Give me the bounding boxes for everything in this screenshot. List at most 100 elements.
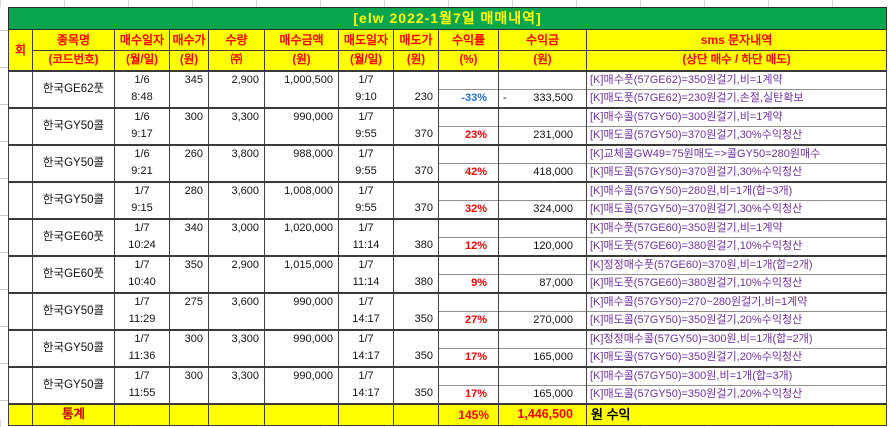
- header-buy-date[interactable]: 매수일자: [114, 29, 170, 51]
- total-return[interactable]: 145%: [438, 403, 499, 426]
- buy-time-cell[interactable]: 9:15: [114, 200, 170, 219]
- buy-date-cell[interactable]: 1/7: [114, 366, 170, 386]
- sell-date-cell[interactable]: 1/7: [338, 144, 394, 164]
- round-cell[interactable]: [8, 70, 33, 108]
- header-buy-amount-unit[interactable]: (원): [264, 50, 339, 72]
- buy-price-cell[interactable]: 345: [169, 70, 209, 90]
- sell-price-cell[interactable]: 370: [393, 200, 439, 219]
- stock-name-cell[interactable]: 한국GY50콜: [32, 107, 115, 145]
- sell-date-cell[interactable]: 1/7: [338, 292, 394, 312]
- profit-cell[interactable]: 120,000: [498, 237, 587, 256]
- buy-amount-empty-cell[interactable]: [264, 200, 339, 219]
- sell-time-cell[interactable]: 14:17: [338, 385, 394, 404]
- buy-amount-empty-cell[interactable]: [264, 89, 339, 108]
- round-cell[interactable]: [8, 366, 33, 404]
- total-empty-cell[interactable]: [208, 403, 265, 426]
- buy-price-cell[interactable]: 280: [169, 181, 209, 201]
- sms-buy-cell[interactable]: [K]매수콜(57GY50)=300원,비=1개(합=3개): [585, 366, 888, 386]
- stock-name-cell[interactable]: 한국GY50콜: [32, 144, 115, 182]
- sell-price-empty-cell[interactable]: [393, 144, 439, 164]
- return-cell[interactable]: 27%: [438, 311, 499, 330]
- buy-amount-cell[interactable]: 1,020,000: [264, 218, 339, 238]
- sms-sell-cell[interactable]: [K]매도콜(57GY50)=370원걸기,30%수익청산: [585, 163, 888, 182]
- sell-price-empty-cell[interactable]: [393, 292, 439, 312]
- sms-buy-cell[interactable]: [K]정정매수콜(57GY50)=300원,비=1개(합=2개): [585, 329, 888, 349]
- round-cell[interactable]: [8, 181, 33, 219]
- profit-empty-cell[interactable]: [498, 329, 587, 349]
- profit-empty-cell[interactable]: [498, 107, 587, 127]
- buy-date-cell[interactable]: 1/6: [114, 107, 170, 127]
- return-cell[interactable]: 12%: [438, 237, 499, 256]
- sms-buy-cell[interactable]: [K]매수콜(57GY50)=270~280원걸기,비=1계약: [585, 292, 888, 312]
- header-return-unit[interactable]: (%): [438, 50, 499, 72]
- sms-buy-cell[interactable]: [K]매수풋(57GE60)=350원걸기,비=1계약: [585, 218, 888, 238]
- qty-cell[interactable]: 3,600: [208, 181, 265, 201]
- return-cell[interactable]: 42%: [438, 163, 499, 182]
- qty-cell[interactable]: 3,300: [208, 107, 265, 127]
- buy-time-cell[interactable]: 8:48: [114, 89, 170, 108]
- buy-amount-empty-cell[interactable]: [264, 348, 339, 367]
- sell-price-cell[interactable]: 350: [393, 348, 439, 367]
- profit-cell[interactable]: 270,000: [498, 311, 587, 330]
- qty-cell[interactable]: 2,900: [208, 70, 265, 90]
- sell-time-cell[interactable]: 9:55: [338, 200, 394, 219]
- sms-sell-cell[interactable]: [K]매도풋(57GE60)=380원걸기,10%수익청산: [585, 237, 888, 256]
- sell-date-cell[interactable]: 1/7: [338, 366, 394, 386]
- buy-amount-empty-cell[interactable]: [264, 311, 339, 330]
- header-buy-amount[interactable]: 매수금액: [264, 29, 339, 51]
- buy-time-cell[interactable]: 10:24: [114, 237, 170, 256]
- buy-price-empty-cell[interactable]: [169, 89, 209, 108]
- sell-price-empty-cell[interactable]: [393, 181, 439, 201]
- header-stock-name[interactable]: 종목명: [32, 29, 115, 51]
- sell-time-cell[interactable]: 11:14: [338, 237, 394, 256]
- profit-empty-cell[interactable]: [498, 255, 587, 275]
- qty-empty-cell[interactable]: [208, 163, 265, 182]
- buy-price-empty-cell[interactable]: [169, 311, 209, 330]
- sell-price-cell[interactable]: 230: [393, 89, 439, 108]
- return-empty-cell[interactable]: [438, 144, 499, 164]
- buy-price-empty-cell[interactable]: [169, 126, 209, 145]
- buy-amount-empty-cell[interactable]: [264, 126, 339, 145]
- header-qty-unit[interactable]: ㈜: [208, 50, 265, 72]
- buy-price-cell[interactable]: 260: [169, 144, 209, 164]
- header-sell-date-unit[interactable]: (월/일): [338, 50, 394, 72]
- buy-amount-cell[interactable]: 1,008,000: [264, 181, 339, 201]
- buy-amount-cell[interactable]: 1,015,000: [264, 255, 339, 275]
- profit-empty-cell[interactable]: [498, 70, 587, 90]
- profit-cell[interactable]: - 333,500: [498, 89, 587, 108]
- sell-price-empty-cell[interactable]: [393, 218, 439, 238]
- round-cell[interactable]: [8, 292, 33, 330]
- header-sell-price[interactable]: 매도가: [393, 29, 439, 51]
- return-empty-cell[interactable]: [438, 292, 499, 312]
- total-unit-label[interactable]: 원 수익: [585, 403, 888, 426]
- header-sell-price-unit[interactable]: (원): [393, 50, 439, 72]
- buy-date-cell[interactable]: 1/7: [114, 218, 170, 238]
- qty-cell[interactable]: 2,900: [208, 255, 265, 275]
- buy-price-cell[interactable]: 300: [169, 107, 209, 127]
- sms-sell-cell[interactable]: [K]매도콜(57GY50)=350원걸기,20%수익청산: [585, 385, 888, 404]
- qty-empty-cell[interactable]: [208, 126, 265, 145]
- page-title[interactable]: [elw 2022-1월7일 매매내역]: [7, 7, 888, 30]
- profit-empty-cell[interactable]: [498, 366, 587, 386]
- buy-price-empty-cell[interactable]: [169, 274, 209, 293]
- header-buy-date-unit[interactable]: (월/일): [114, 50, 170, 72]
- header-qty[interactable]: 수량: [208, 29, 265, 51]
- sell-price-cell[interactable]: 350: [393, 385, 439, 404]
- qty-empty-cell[interactable]: [208, 237, 265, 256]
- buy-amount-cell[interactable]: 990,000: [264, 329, 339, 349]
- qty-empty-cell[interactable]: [208, 274, 265, 293]
- sell-time-cell[interactable]: 9:10: [338, 89, 394, 108]
- buy-price-empty-cell[interactable]: [169, 163, 209, 182]
- profit-cell[interactable]: 165,000: [498, 348, 587, 367]
- qty-cell[interactable]: 3,000: [208, 218, 265, 238]
- sell-price-empty-cell[interactable]: [393, 255, 439, 275]
- total-round-cell[interactable]: [8, 403, 33, 426]
- buy-date-cell[interactable]: 1/7: [114, 292, 170, 312]
- header-round[interactable]: 회: [8, 29, 33, 72]
- profit-cell[interactable]: 418,000: [498, 163, 587, 182]
- return-cell[interactable]: 9%: [438, 274, 499, 293]
- return-cell[interactable]: 17%: [438, 385, 499, 404]
- profit-cell[interactable]: 231,000: [498, 126, 587, 145]
- return-empty-cell[interactable]: [438, 218, 499, 238]
- qty-empty-cell[interactable]: [208, 311, 265, 330]
